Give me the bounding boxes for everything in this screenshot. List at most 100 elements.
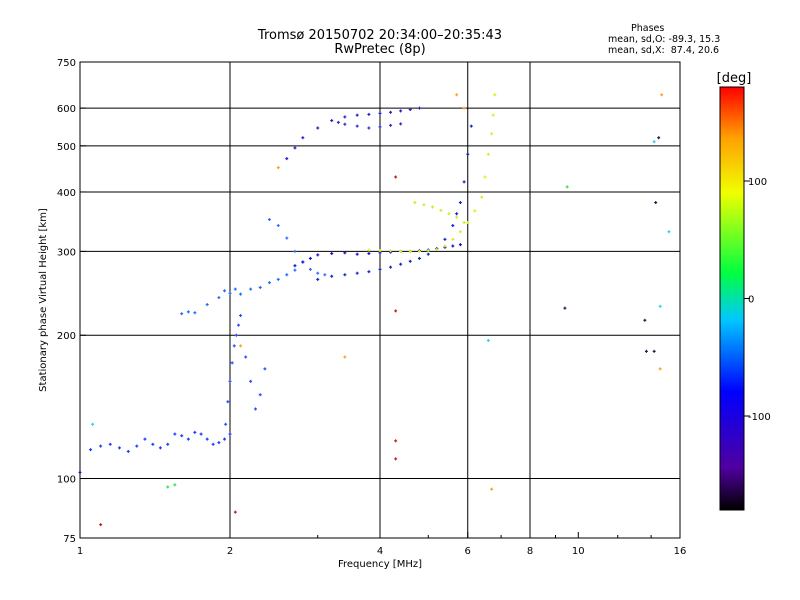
- data-point: [394, 175, 398, 179]
- data-point: [135, 444, 139, 448]
- data-point: [399, 122, 403, 126]
- data-point: [193, 430, 197, 434]
- data-point: [355, 124, 359, 128]
- data-point: [399, 262, 403, 266]
- data-point: [480, 195, 484, 199]
- data-point: [293, 264, 297, 268]
- data-point: [389, 249, 393, 253]
- x-tick-label: 16: [674, 546, 687, 557]
- colorbar-tick-label: 100: [748, 177, 767, 188]
- data-point: [258, 393, 262, 397]
- data-point: [367, 126, 371, 130]
- data-point: [301, 136, 305, 140]
- data-point: [563, 306, 567, 310]
- data-point: [239, 292, 243, 296]
- data-point: [330, 251, 334, 255]
- data-point: [367, 248, 371, 252]
- data-point: [253, 407, 257, 411]
- data-point: [652, 349, 656, 353]
- data-point: [394, 439, 398, 443]
- colorbar-tick-label: 0: [748, 295, 754, 306]
- data-point: [193, 311, 197, 315]
- data-point: [378, 267, 382, 271]
- x-tick-label: 10: [572, 546, 585, 557]
- colorbar-ticks: 100 0 -100: [744, 177, 771, 423]
- data-point: [355, 252, 359, 256]
- data-point: [99, 523, 103, 527]
- data-point: [239, 344, 243, 348]
- data-point: [223, 437, 227, 441]
- data-point: [276, 224, 280, 228]
- data-point: [389, 265, 393, 269]
- data-point: [486, 338, 490, 342]
- data-point: [233, 287, 237, 291]
- data-point: [399, 249, 403, 253]
- data-point: [173, 483, 177, 487]
- x-tick-label: 4: [377, 546, 383, 557]
- data-point: [660, 93, 664, 97]
- data-point: [455, 93, 459, 97]
- data-point: [451, 237, 455, 241]
- data-point: [244, 355, 248, 359]
- data-point: [293, 146, 297, 150]
- colorbar: [719, 86, 745, 511]
- data-point: [426, 249, 430, 253]
- data-point: [490, 487, 494, 491]
- data-point: [330, 119, 334, 123]
- y-tick-label: 400: [57, 188, 76, 199]
- phase-stats-x: mean, sd,X: 87.4, 20.6: [608, 45, 720, 56]
- data-point: [367, 270, 371, 274]
- data-point: [378, 111, 382, 115]
- data-point: [389, 110, 393, 114]
- data-point: [126, 449, 130, 453]
- data-point: [343, 273, 347, 277]
- data-point: [422, 203, 426, 207]
- data-point: [91, 422, 95, 426]
- data-point: [158, 446, 162, 450]
- x-axis-label: Frequency [MHz]: [338, 559, 422, 570]
- data-point: [355, 113, 359, 117]
- data-point: [378, 249, 382, 253]
- data-point: [378, 125, 382, 129]
- data-point: [466, 221, 470, 225]
- data-point: [417, 256, 421, 260]
- data-point: [435, 247, 439, 251]
- data-point: [330, 274, 334, 278]
- y-tick-label: 75: [63, 534, 76, 545]
- data-point: [431, 205, 435, 209]
- data-point: [493, 93, 497, 97]
- y-tick-label: 100: [57, 475, 76, 486]
- data-points: [78, 93, 671, 527]
- data-point: [343, 355, 347, 359]
- data-point: [228, 432, 232, 436]
- data-point: [462, 106, 466, 110]
- data-point: [285, 273, 289, 277]
- data-point: [367, 112, 371, 116]
- data-point: [644, 349, 648, 353]
- data-point: [293, 268, 297, 272]
- data-point: [458, 243, 462, 247]
- data-point: [234, 333, 238, 337]
- data-point: [143, 437, 147, 441]
- data-point: [186, 310, 190, 314]
- data-point: [667, 230, 671, 234]
- data-point: [228, 379, 232, 383]
- data-point: [316, 271, 320, 275]
- x-tick-label: 6: [465, 546, 471, 557]
- data-point: [408, 108, 412, 112]
- data-point: [323, 273, 327, 277]
- x-tick-label: 1: [77, 546, 83, 557]
- data-point: [658, 304, 662, 308]
- data-point: [447, 212, 451, 216]
- colorbar-label: [deg]: [717, 71, 752, 86]
- data-point: [462, 180, 466, 184]
- data-point: [355, 271, 359, 275]
- data-point: [316, 253, 320, 257]
- colorbar-tick-label: -100: [748, 412, 771, 423]
- data-point: [652, 140, 656, 144]
- y-tick-label: 750: [57, 58, 76, 69]
- phase-stats-o: mean, sd,O: -89.3, 15.3: [608, 34, 721, 45]
- data-point: [186, 437, 190, 441]
- data-point: [343, 251, 347, 255]
- data-point: [413, 201, 417, 205]
